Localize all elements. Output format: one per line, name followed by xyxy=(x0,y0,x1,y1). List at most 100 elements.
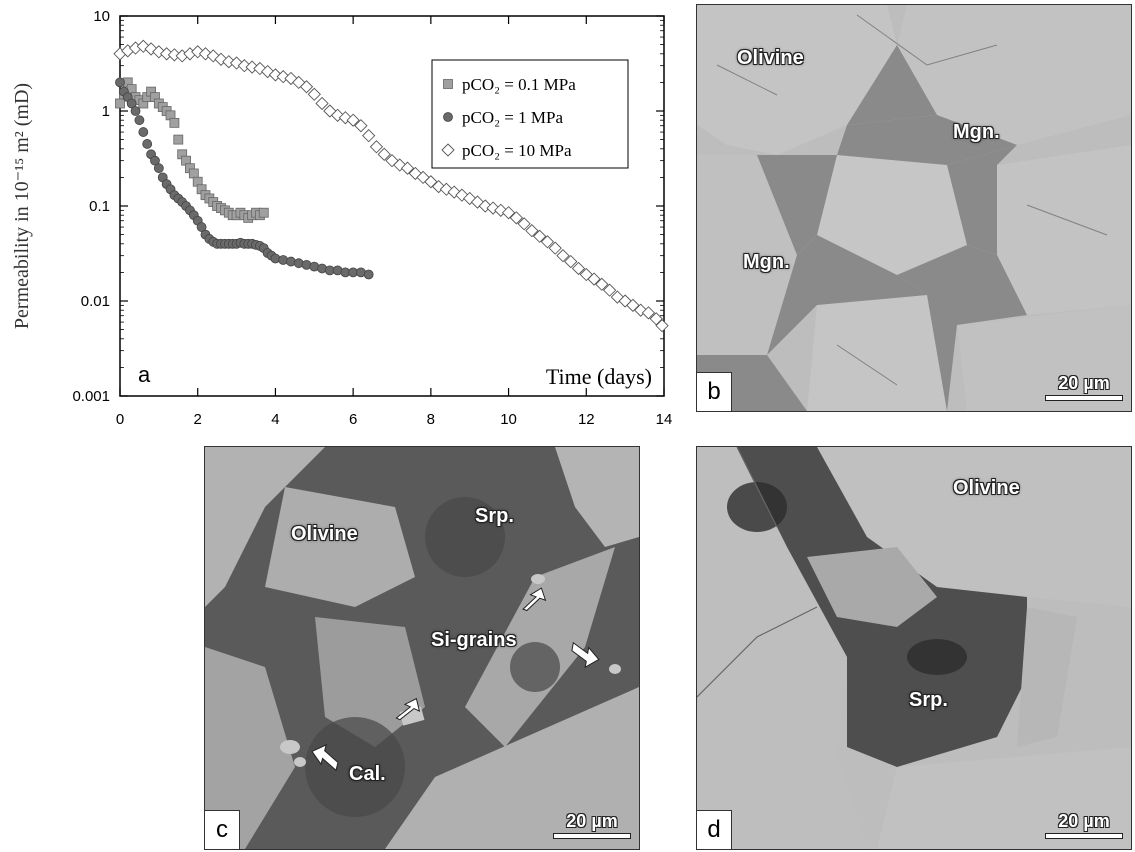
data-point xyxy=(138,127,149,137)
scale-bar: 20 µm xyxy=(1045,373,1123,401)
panel-label-c: c xyxy=(205,810,240,849)
scale-bar-label: 20 µm xyxy=(1058,373,1110,393)
y-tick-label: 0.001 xyxy=(72,388,110,405)
data-point xyxy=(655,319,669,333)
data-point xyxy=(169,117,180,128)
data-point xyxy=(363,269,374,280)
arrow-icon xyxy=(571,641,600,669)
x-tick-label: 6 xyxy=(349,411,357,428)
data-point xyxy=(602,283,617,297)
legend-label: pCO₂ = 0.1 MPa xyxy=(462,75,576,94)
arrows-c xyxy=(311,587,600,772)
sem-panel-c: Olivine Srp. Si-grains Cal. 20 µm c xyxy=(204,446,640,850)
data-point xyxy=(641,306,656,320)
label-si-grains: Si-grains xyxy=(431,629,517,651)
x-ticks: 0 2 4 6 8 10 12 14 xyxy=(116,16,673,428)
label-serpentine: Srp. xyxy=(909,689,948,711)
data-point xyxy=(115,77,125,88)
panel-label-b: b xyxy=(697,372,732,411)
data-point xyxy=(533,229,547,243)
label-olivine: Olivine xyxy=(953,477,1020,499)
x-tick-label: 10 xyxy=(500,411,517,428)
arrow-icon xyxy=(522,587,547,612)
data-point xyxy=(556,249,570,263)
data-point xyxy=(142,139,153,149)
data-point xyxy=(369,140,384,154)
y-axis-label: Permeability in 10⁻¹⁵ m² (mD) xyxy=(11,83,33,329)
x-tick-label: 4 xyxy=(271,411,279,428)
legend-marker xyxy=(443,112,453,122)
data-point xyxy=(564,254,578,269)
data-point xyxy=(595,277,609,291)
data-point xyxy=(571,261,586,276)
sem-image-b xyxy=(697,5,1131,411)
scale-bar-label: 20 µm xyxy=(1058,811,1110,831)
label-magnesite: Mgn. xyxy=(953,121,1000,143)
data-point xyxy=(188,168,199,179)
data-point xyxy=(115,98,125,109)
label-magnesite-2: Mgn. xyxy=(743,251,790,273)
label-olivine: Olivine xyxy=(291,523,358,545)
x-tick-label: 14 xyxy=(656,411,673,428)
data-point xyxy=(517,217,531,231)
scale-bar: 20 µm xyxy=(553,811,631,839)
sem-panel-d: Olivine Srp. 20 µm d xyxy=(696,446,1132,850)
data-point xyxy=(159,47,174,61)
series-layer xyxy=(113,39,669,333)
data-point xyxy=(540,235,555,249)
x-tick-label: 0 xyxy=(116,411,124,428)
data-point xyxy=(173,134,184,145)
data-point xyxy=(346,113,360,127)
series-3 xyxy=(113,39,669,333)
permeability-chart: 0.001 0.01 0.1 1 10 0 2 4 6 8 10 12 14 Permeability… xyxy=(11,8,673,428)
x-tick-label: 2 xyxy=(194,411,202,428)
y-ticks: 0.001 0.01 0.1 1 10 xyxy=(72,8,664,405)
x-tick-label: 8 xyxy=(427,411,435,428)
legend: pCO₂ = 0.1 MPa pCO₂ = 1 MPa pCO₂ = 10 MPa xyxy=(431,59,629,169)
data-point xyxy=(509,211,523,225)
panel-label-a: a xyxy=(138,362,151,387)
data-point xyxy=(150,155,160,166)
y-tick-label: 10 xyxy=(93,8,110,25)
data-point xyxy=(362,129,376,143)
scale-bar-line xyxy=(553,833,631,839)
sem-panel-b: Olivine Mgn. Mgn. 20 µm b xyxy=(696,4,1132,412)
data-point xyxy=(134,115,145,126)
data-point xyxy=(501,206,516,220)
sem-image-c xyxy=(205,447,639,849)
data-point xyxy=(525,224,539,238)
series-2 xyxy=(115,77,374,280)
data-point xyxy=(307,87,321,101)
legend-marker xyxy=(443,79,453,89)
legend-label: pCO₂ = 1 MPa xyxy=(462,108,563,127)
data-point xyxy=(258,207,269,218)
x-axis-label: Time (days) xyxy=(546,364,652,389)
legend-marker xyxy=(441,143,455,157)
data-point xyxy=(196,222,207,232)
legend-label: pCO₂ = 10 MPa xyxy=(462,141,572,160)
data-point xyxy=(299,80,314,94)
y-tick-label: 0.1 xyxy=(89,198,110,215)
label-serpentine: Srp. xyxy=(475,505,514,527)
data-point xyxy=(315,96,329,111)
x-tick-label: 12 xyxy=(578,411,595,428)
scale-bar-label: 20 µm xyxy=(566,811,618,831)
y-tick-label: 1 xyxy=(102,103,110,120)
data-point xyxy=(167,48,182,62)
scale-bar-line xyxy=(1045,833,1123,839)
data-point xyxy=(377,147,391,161)
data-point xyxy=(649,312,663,326)
y-tick-label: 0.01 xyxy=(81,293,110,310)
data-point xyxy=(400,161,415,175)
series-1 xyxy=(115,77,269,223)
data-point xyxy=(153,163,164,174)
sem-image-d xyxy=(697,447,1131,849)
data-point xyxy=(126,98,137,109)
panel-label-d: d xyxy=(697,810,732,849)
data-point xyxy=(548,241,562,255)
scale-bar-line xyxy=(1045,395,1123,401)
label-olivine: Olivine xyxy=(737,47,804,69)
data-point xyxy=(130,106,141,116)
arrow-icon xyxy=(395,697,421,721)
label-calcite: Cal. xyxy=(349,763,386,785)
